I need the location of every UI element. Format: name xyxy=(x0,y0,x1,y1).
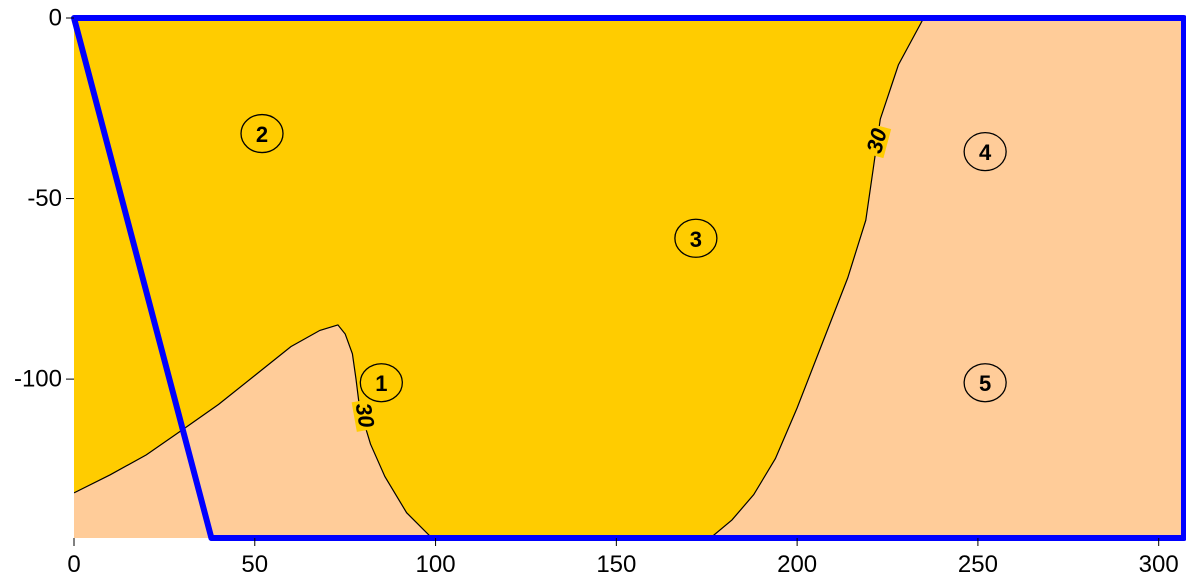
contour-label-bg xyxy=(862,123,892,159)
zone-marker-4: 4 xyxy=(963,131,1007,172)
zone-marker-1: 1 xyxy=(359,363,403,403)
zone-label: 4 xyxy=(979,140,992,165)
region-low-left xyxy=(74,324,432,538)
zone-marker-2: 2 xyxy=(240,113,284,154)
y-tick-label: 0 xyxy=(49,5,62,32)
boundary-line xyxy=(71,15,1186,541)
zone-marker-5: 5 xyxy=(963,363,1007,403)
contour-label: 30 xyxy=(351,401,380,430)
y-tick-label: -50 xyxy=(27,185,62,212)
zone-label: 1 xyxy=(375,371,387,396)
contour-right xyxy=(710,18,925,538)
zone-circle xyxy=(674,218,718,258)
x-tick-label: 250 xyxy=(958,551,998,578)
zone-circle xyxy=(963,363,1007,403)
contour-left xyxy=(74,324,433,538)
x-tick-label: 100 xyxy=(416,551,456,578)
zone-label: 5 xyxy=(979,371,991,396)
region-low-right xyxy=(710,18,1184,538)
zone-circle xyxy=(963,131,1007,172)
zone-label: 3 xyxy=(690,227,702,252)
x-tick-label: 50 xyxy=(241,551,268,578)
contour-fills xyxy=(74,18,1184,538)
zone-label: 2 xyxy=(256,122,268,147)
x-tick-label: 200 xyxy=(777,551,817,578)
zone-circle xyxy=(240,113,284,154)
x-tick-label: 150 xyxy=(596,551,636,578)
x-tick-label: 0 xyxy=(67,551,80,578)
x-tick-label: 300 xyxy=(1139,551,1179,578)
axes: 0 50 100 150 200 250 300 0 -50 -100 xyxy=(14,5,1179,579)
zone-marker-3: 3 xyxy=(674,218,718,258)
y-tick-label: -100 xyxy=(14,366,62,393)
contour-label-bg xyxy=(351,398,379,432)
zone-circle xyxy=(359,363,403,403)
